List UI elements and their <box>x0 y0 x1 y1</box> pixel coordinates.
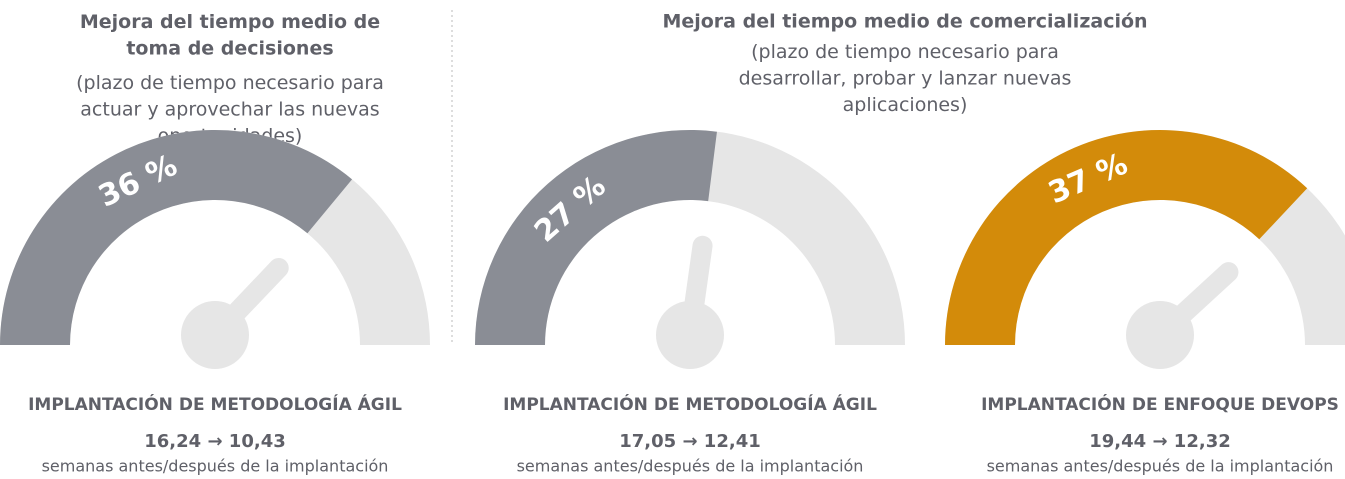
section-title: Mejora del tiempo medio de toma de decisi… <box>80 11 380 60</box>
gauge-label: IMPLANTACIÓN DE ENFOQUE DEVOPS <box>981 393 1339 415</box>
gauge-note: semanas antes/después de la implantación <box>987 457 1334 476</box>
gauge-label: IMPLANTACIÓN DE METODOLOGÍA ÁGIL <box>503 393 877 415</box>
gauge-change: 17,05 → 12,41 <box>619 431 761 452</box>
gauge-label: IMPLANTACIÓN DE METODOLOGÍA ÁGIL <box>28 393 402 415</box>
section-title: Mejora del tiempo medio de comercializac… <box>662 11 1147 33</box>
gauge-fill <box>0 130 353 345</box>
gauge-change: 19,44 → 12,32 <box>1089 431 1231 452</box>
section-subtitle: (plazo de tiempo necesario para desarroll… <box>739 41 1072 116</box>
gauge-note: semanas antes/después de la implantación <box>42 457 389 476</box>
gauge-fill <box>475 129 717 345</box>
needle-hub <box>1126 301 1194 369</box>
gauge-fill <box>945 130 1308 345</box>
needle-hub <box>656 301 724 369</box>
needle-hub <box>181 301 249 369</box>
gauge-note: semanas antes/después de la implantación <box>517 457 864 476</box>
gauge-change: 16,24 → 10,43 <box>144 431 286 452</box>
